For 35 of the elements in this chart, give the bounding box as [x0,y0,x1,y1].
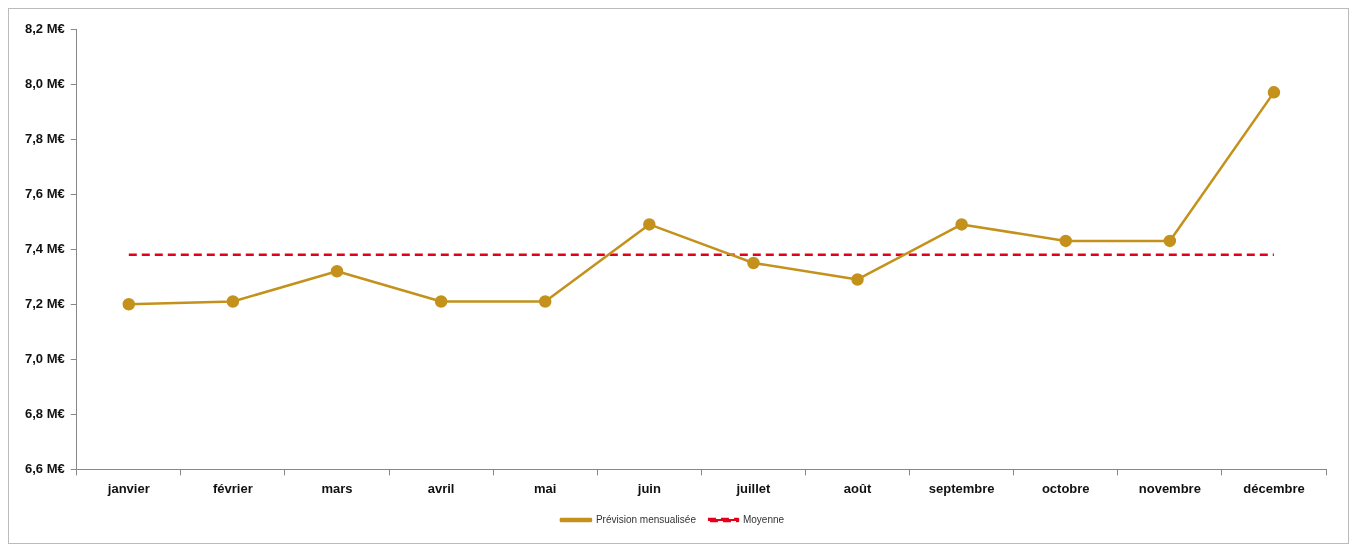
x-tick-label: novembre [1138,480,1201,496]
x-tick-label: octobre [1041,480,1090,496]
x-tick-label: juin [636,480,661,496]
x-tick-label: août [843,480,872,496]
point [122,298,136,311]
point [955,218,968,231]
x-tick-label: mai [534,480,557,496]
x-tick-label: avril [427,480,455,496]
x-tick-label: janvier [106,480,150,496]
point [1267,86,1281,99]
y-tick-label: 7,0 M€ [24,350,65,366]
point [226,295,240,308]
y-tick-label: 7,8 M€ [24,130,65,146]
point [330,264,344,278]
y-tick-label: 7,4 M€ [24,240,65,256]
point [434,295,448,308]
x-tick-label: mars [321,480,353,496]
point [1059,234,1072,248]
point [1163,234,1177,248]
point [643,218,656,231]
x-tick-label: septembre [928,480,995,496]
point [851,273,864,286]
y-tick-label: 7,6 M€ [24,185,65,201]
y-tick-label: 6,8 M€ [24,405,65,421]
y-tick-label: 8,2 M€ [24,20,65,36]
point [747,256,760,270]
x-tick-label: juillet [735,480,772,496]
legend-label: Prévision mensualisée [595,513,697,525]
x-tick-label: décembre [1243,480,1305,496]
legend-label: Moyenne [742,513,785,525]
point [538,295,552,308]
y-tick-label: 7,2 M€ [24,295,65,311]
x-tick-label: février [213,480,253,496]
y-tick-label: 8,0 M€ [24,75,65,91]
y-tick-label: 6,6 M€ [24,460,65,476]
